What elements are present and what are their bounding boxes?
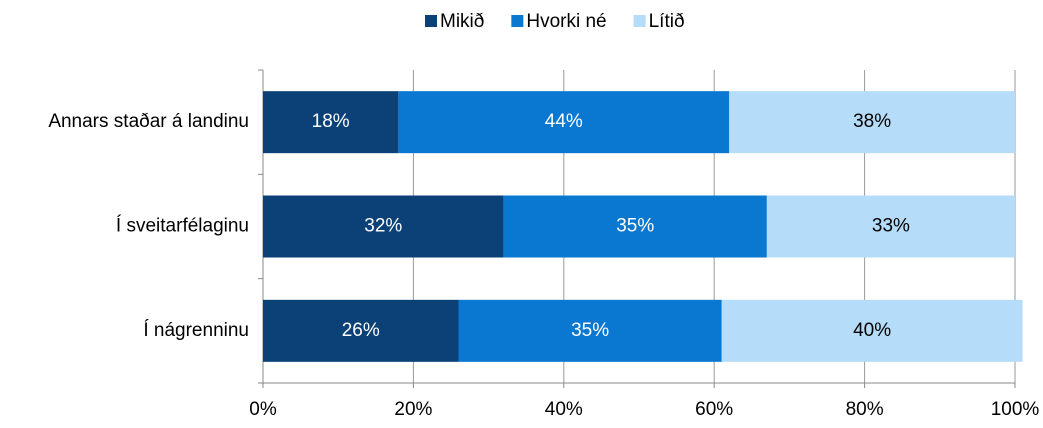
data-label: 35% — [571, 320, 609, 341]
bar-segment — [721, 299, 1023, 362]
x-tick-label: 20% — [394, 399, 432, 420]
bar-segment — [263, 195, 504, 258]
bar-segment — [503, 195, 767, 258]
legend-swatch — [511, 15, 524, 27]
data-label: 33% — [872, 216, 910, 237]
bar-segment — [398, 91, 730, 154]
x-tick-label: 80% — [846, 399, 884, 420]
bar-segment — [263, 91, 399, 154]
data-label: 32% — [364, 216, 402, 237]
legend-swatch — [633, 15, 646, 27]
bar-segment — [458, 299, 722, 362]
x-tick-label: 0% — [249, 399, 277, 420]
legend-swatch — [425, 15, 437, 27]
y-tick-label: Í sveitarfélaginu — [116, 216, 249, 237]
bar-segment — [263, 299, 459, 362]
data-label: 38% — [853, 111, 891, 132]
legend-label: Mikið — [440, 11, 484, 32]
legend-label: Hvorki né — [526, 11, 606, 32]
x-tick-label: 100% — [991, 399, 1040, 420]
data-label: 26% — [342, 320, 380, 341]
bar-segment — [729, 91, 1015, 154]
x-tick-label: 60% — [695, 399, 733, 420]
y-tick-label: Í nágrenninu — [143, 320, 249, 341]
y-tick-label: Annars staðar á landinu — [48, 111, 249, 132]
bar-segment — [766, 195, 1015, 258]
legend-label: Lítið — [649, 11, 685, 32]
data-label: 44% — [545, 111, 583, 132]
data-label: 40% — [853, 320, 891, 341]
x-tick-label: 40% — [545, 399, 583, 420]
data-label: 35% — [616, 216, 654, 237]
data-label: 18% — [312, 111, 350, 132]
